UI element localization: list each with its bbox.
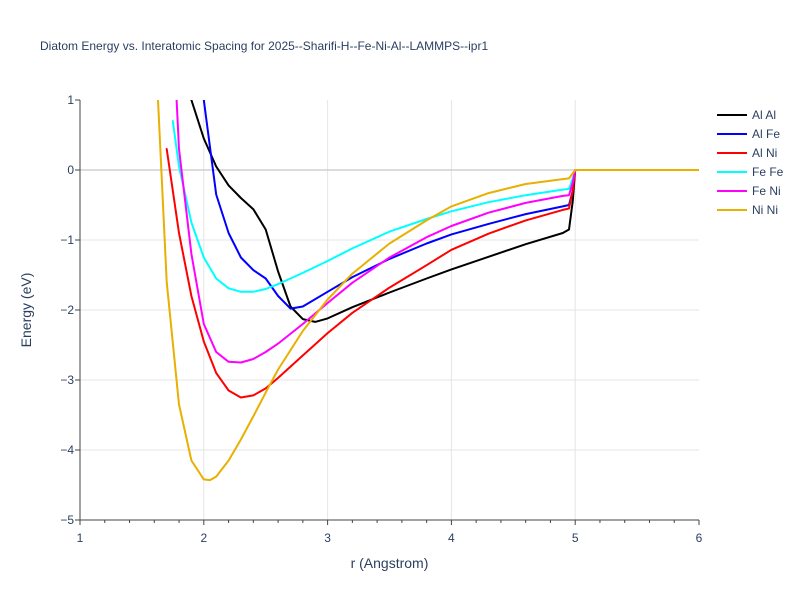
series-line-fe-ni <box>175 100 577 364</box>
legend-label: Ni Ni <box>752 203 778 217</box>
axes: 1 2 3 4 5 6 1 0 −1 −2 −3 −4 −5 <box>60 93 702 545</box>
legend-label: Al Al <box>752 108 776 122</box>
y-tick-label: −4 <box>60 443 74 457</box>
y-axis-title: Energy (eV) <box>18 273 34 348</box>
x-axis-title: r (Angstrom) <box>351 555 429 571</box>
y-tick-label: −3 <box>60 373 74 387</box>
legend: Al Al Al Fe Al Ni Fe Fe Fe Ni Ni Ni <box>717 108 784 217</box>
y-tick-label: −2 <box>60 303 74 317</box>
x-tick-label: 6 <box>696 531 703 545</box>
series-line-al-al <box>190 100 577 323</box>
y-tick-label: 1 <box>67 93 74 107</box>
x-tick-label: 2 <box>200 531 207 545</box>
series-line-al-fe <box>202 100 577 310</box>
legend-label: Al Fe <box>752 127 780 141</box>
y-tick-label: −5 <box>60 513 74 527</box>
x-tick-label: 1 <box>77 531 84 545</box>
series-line-fe-fe <box>171 120 577 293</box>
legend-label: Al Ni <box>752 146 777 160</box>
x-tick-label: 4 <box>448 531 455 545</box>
series-line-ni-ni <box>157 100 699 482</box>
chart-title: Diatom Energy vs. Interatomic Spacing fo… <box>40 39 488 53</box>
gridlines <box>80 100 699 520</box>
y-tick-label: −1 <box>60 233 74 247</box>
legend-label: Fe Ni <box>752 184 781 198</box>
y-tick-label: 0 <box>67 163 74 177</box>
legend-label: Fe Fe <box>752 165 784 179</box>
series-line-al-ni <box>165 148 577 399</box>
x-tick-label: 3 <box>324 531 331 545</box>
series-lines <box>157 100 699 482</box>
x-tick-label: 5 <box>572 531 579 545</box>
